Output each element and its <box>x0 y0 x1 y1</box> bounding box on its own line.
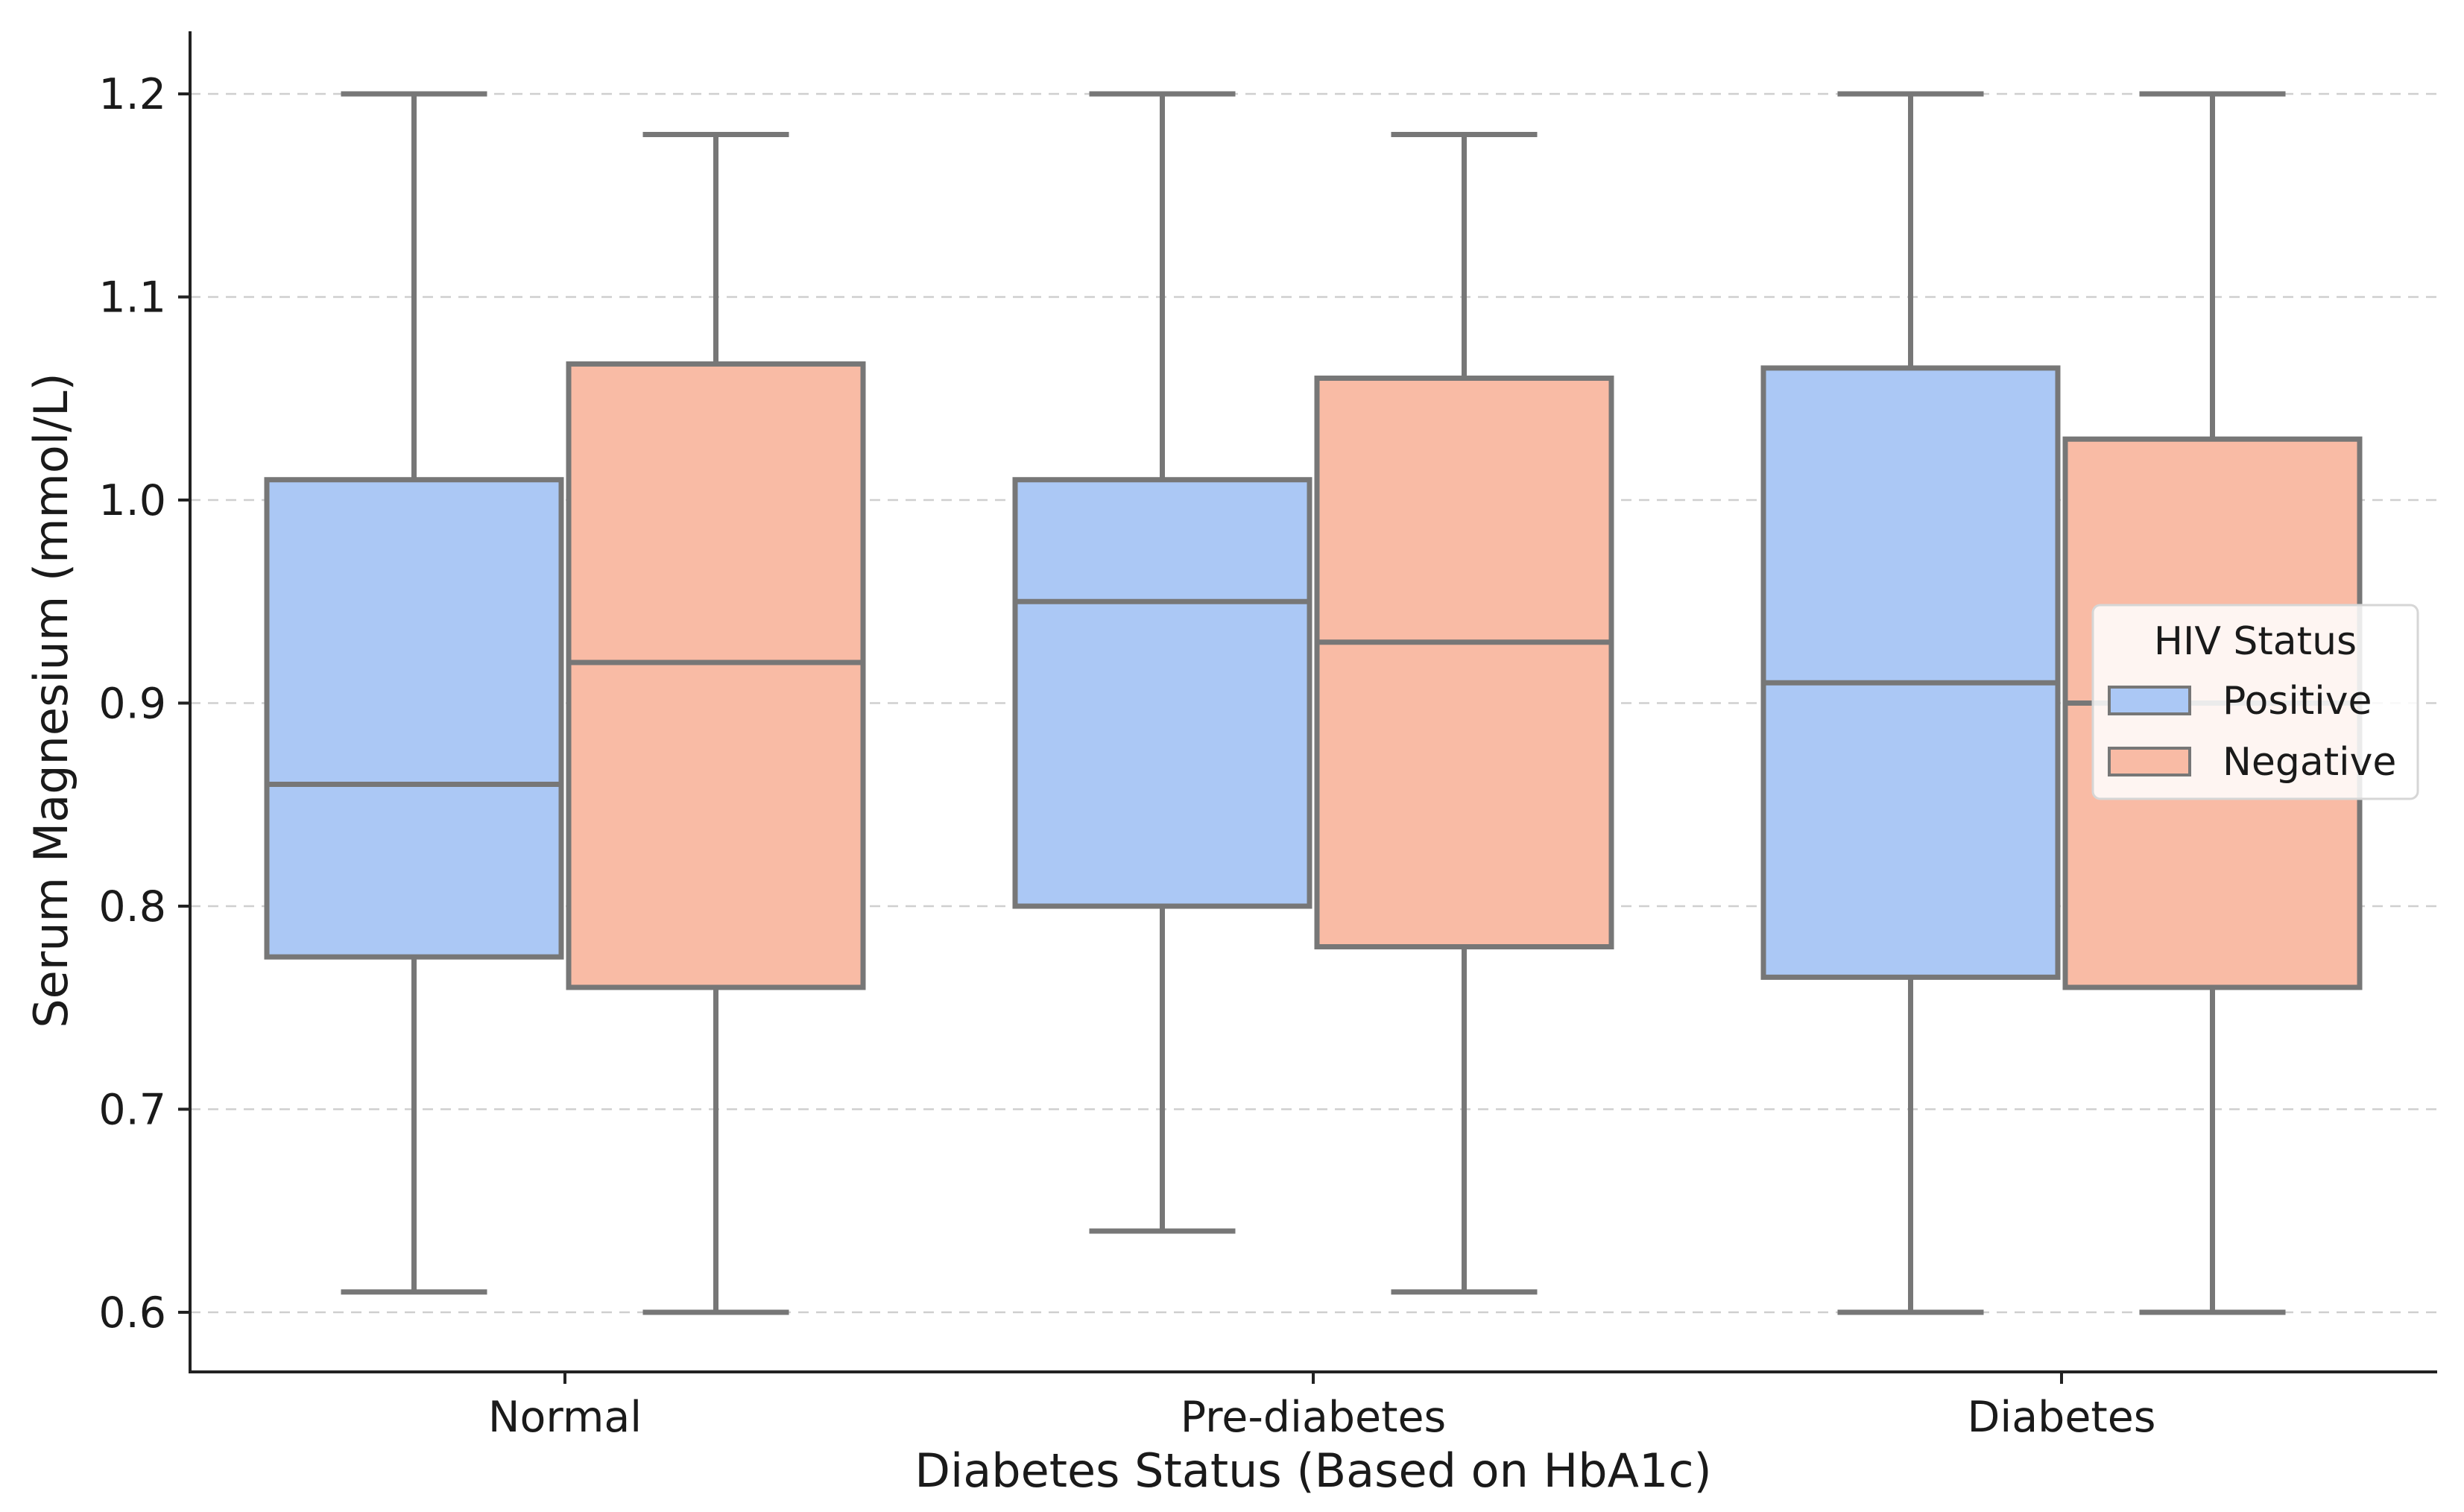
box-layer <box>264 91 2363 1315</box>
iqr-box <box>264 477 564 960</box>
y-tick-label: 0.6 <box>98 1288 166 1338</box>
y-tick-label: 1.1 <box>98 273 166 323</box>
y-tick-label: 1.2 <box>98 70 166 119</box>
y-tick-label: 0.9 <box>98 680 166 729</box>
legend-swatch-positive <box>2108 686 2191 715</box>
legend-label-negative: Negative <box>2223 740 2396 785</box>
box-group-diabetes-positive <box>1760 91 2061 1315</box>
y-tick-label: 1.0 <box>98 476 166 525</box>
y-tick-label: 0.7 <box>98 1086 166 1135</box>
y-tick-label: 0.8 <box>98 882 166 931</box>
iqr-box <box>1760 365 2061 980</box>
iqr-box <box>1012 477 1312 909</box>
legend-swatch-negative <box>2108 747 2191 776</box>
box-group-pre-diabetes-positive <box>1012 91 1312 1234</box>
tick-layer: 0.6 0.7 0.8 0.9 1.0 1.1 1.2 Normal Pre-diabetes D… <box>98 70 2155 1442</box>
x-tick-label: Diabetes <box>1967 1393 2155 1442</box>
legend-title: HIV Status <box>2154 619 2357 664</box>
iqr-box <box>1314 376 1614 949</box>
iqr-box <box>566 361 866 990</box>
legend: HIV Status Positive Negative <box>2091 604 2419 800</box>
box-group-normal-positive <box>264 91 564 1295</box>
x-tick-label: Normal <box>488 1393 642 1442</box>
box-group-pre-diabetes-negative <box>1314 132 1614 1295</box>
x-axis-title: Diabetes Status (Based on HbA1c) <box>914 1443 1711 1498</box>
x-tick-label: Pre-diabetes <box>1181 1393 1447 1442</box>
y-axis-title: Serum Magnesium (mmol/L) <box>24 373 78 1028</box>
legend-label-positive: Positive <box>2223 679 2372 724</box>
box-group-normal-negative <box>566 132 866 1315</box>
